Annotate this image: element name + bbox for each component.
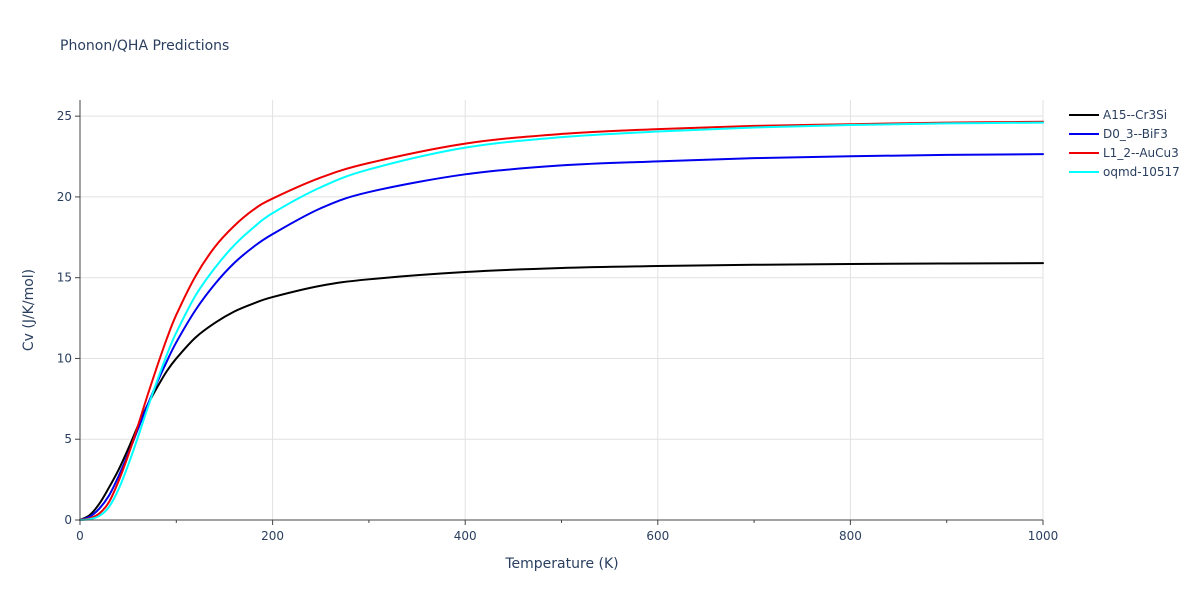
x-tick-label: 600 (646, 529, 669, 543)
y-tick-label: 0 (64, 513, 72, 527)
legend[interactable]: A15--Cr3Si D0_3--BiF3 L1_2--AuCu3 oqmd-1051… (1069, 108, 1180, 179)
y-tick-label: 20 (57, 190, 72, 204)
series-line-2[interactable] (79, 120, 1044, 521)
x-tick-label: 0 (76, 529, 84, 543)
y-tick-label: 5 (64, 432, 72, 446)
legend-label: L1_2--AuCu3 (1103, 146, 1179, 160)
y-axis-label: Cv (J/K/mol) (21, 269, 37, 351)
series-line-3[interactable] (79, 121, 1044, 521)
series-line-0[interactable] (79, 262, 1044, 521)
y-tick-label: 10 (57, 351, 72, 365)
grid-layer (80, 100, 1044, 520)
series-line-1[interactable] (79, 153, 1044, 521)
x-tick-label: 1000 (1028, 529, 1059, 543)
x-tick-label: 400 (454, 529, 477, 543)
x-tick-label: 200 (261, 529, 284, 543)
x-axis-label: Temperature (K) (504, 556, 618, 572)
x-tick-label: 800 (839, 529, 862, 543)
legend-label: oqmd-10517 (1103, 165, 1180, 179)
series-layer (79, 120, 1044, 521)
legend-label: D0_3--BiF3 (1103, 127, 1168, 141)
y-tick-label: 15 (57, 271, 72, 285)
axis-layer: 0 200 400 600 800 1000 0 5 10 15 20 25 (57, 100, 1059, 543)
legend-item-2[interactable]: L1_2--AuCu3 (1069, 146, 1179, 160)
legend-item-0[interactable]: A15--Cr3Si (1069, 108, 1167, 122)
y-tick-label: 25 (57, 109, 72, 123)
legend-item-1[interactable]: D0_3--BiF3 (1069, 127, 1168, 141)
legend-label: A15--Cr3Si (1103, 108, 1167, 122)
legend-item-3[interactable]: oqmd-10517 (1069, 165, 1180, 179)
chart-title: Phonon/QHA Predictions (60, 38, 229, 54)
